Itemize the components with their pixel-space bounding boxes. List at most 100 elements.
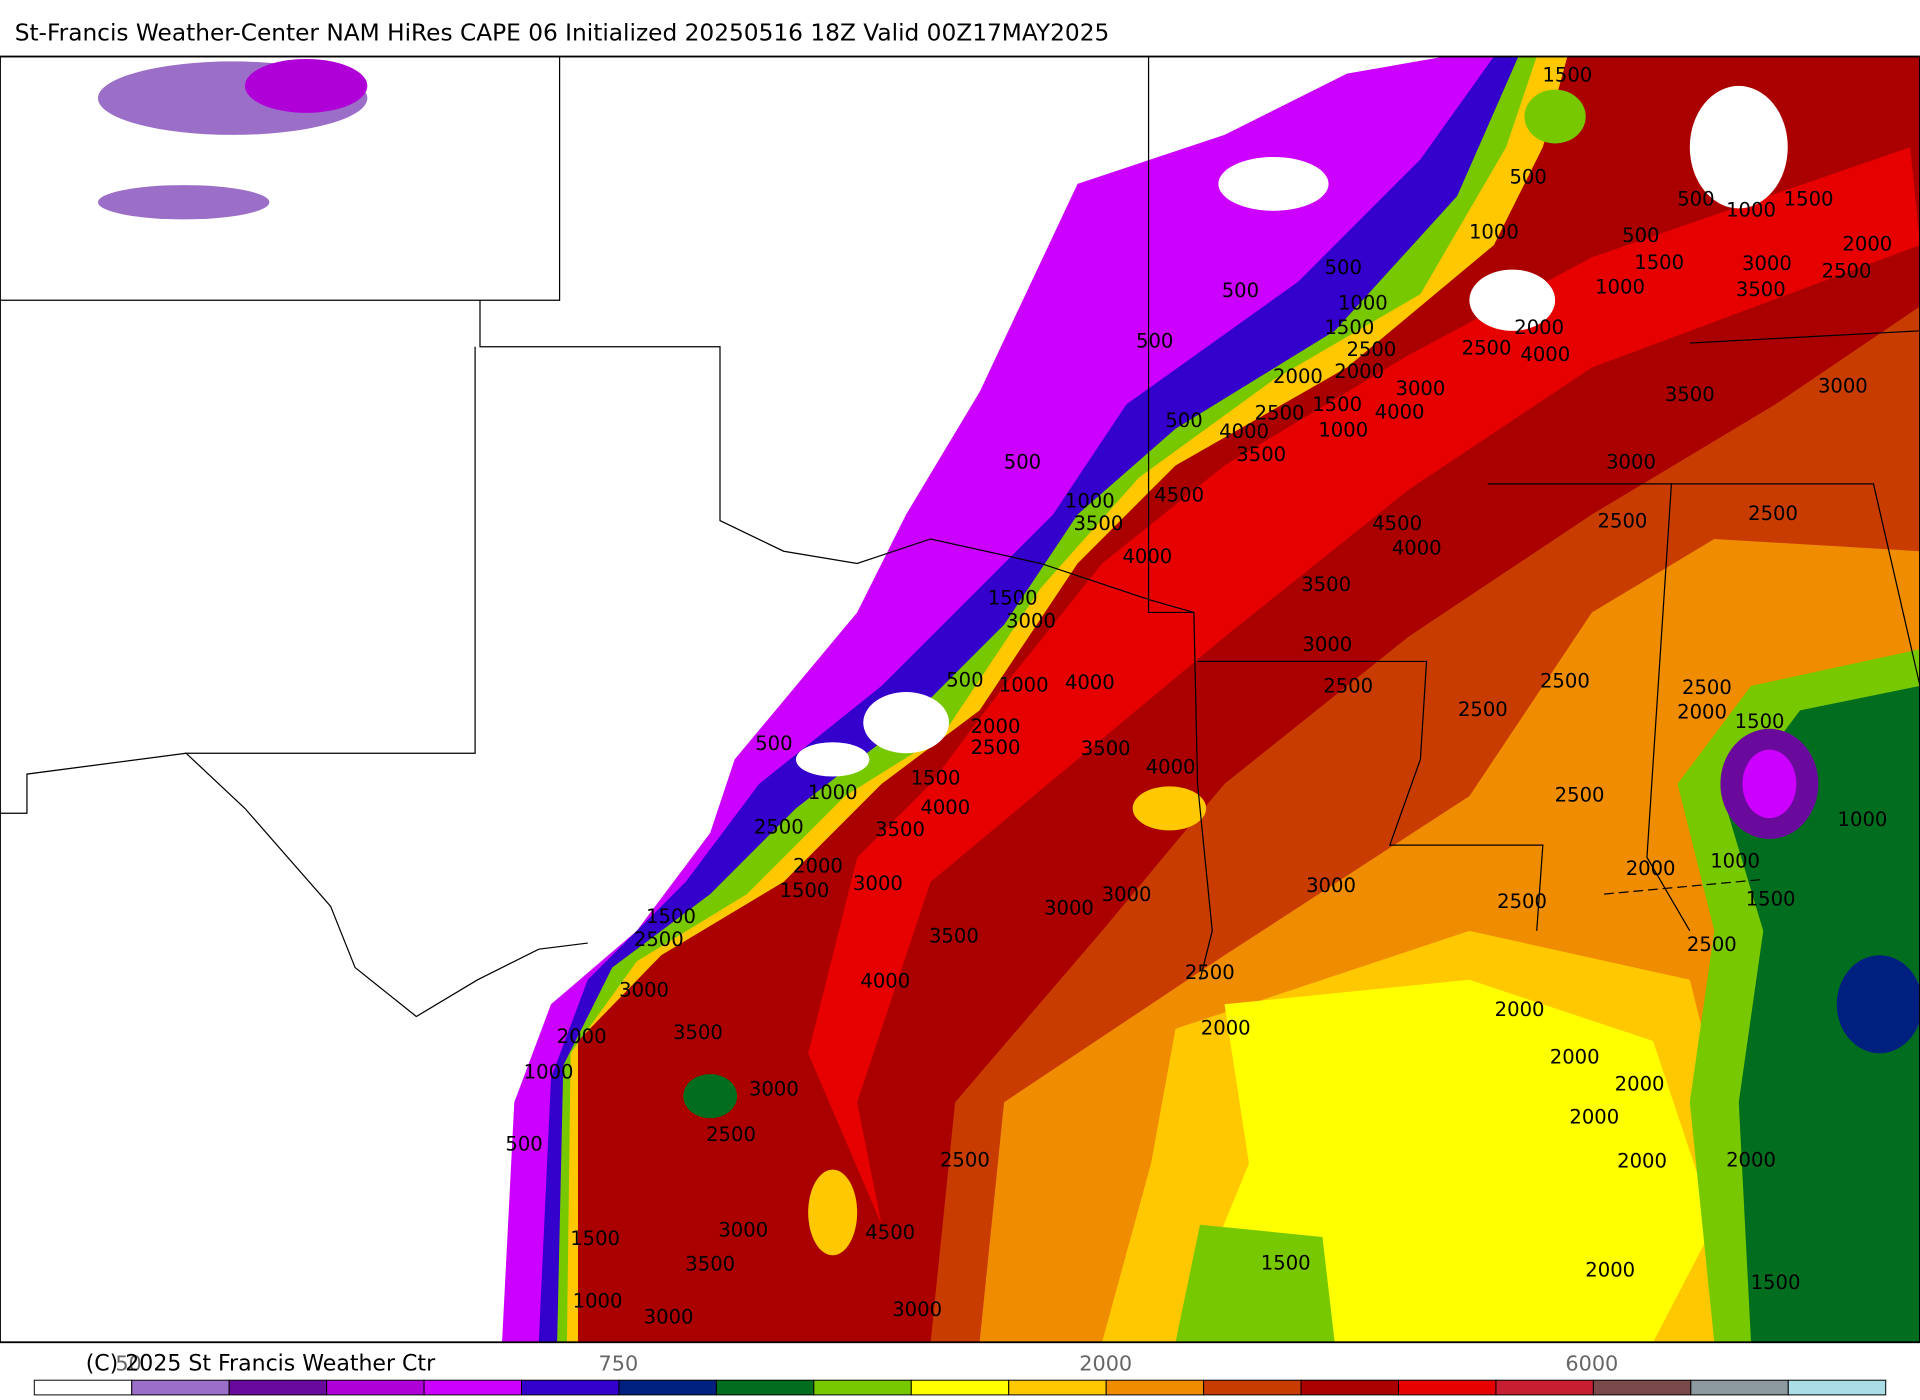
contour-label: 500: [1222, 279, 1259, 302]
contour-label: 1000: [573, 1289, 623, 1312]
colorbar-label: 2000: [1079, 1351, 1132, 1375]
contour-label: 3000: [1395, 377, 1445, 400]
contour-label: 3000: [1006, 610, 1056, 633]
contour-label: 1500: [570, 1227, 620, 1250]
contour-label: 1000: [808, 781, 858, 804]
contour-label: 2500: [971, 736, 1021, 759]
contour-label: 2000: [1615, 1073, 1665, 1096]
contour-label: 3000: [1102, 883, 1152, 906]
contour-label: 2500: [1540, 670, 1590, 693]
colorbar-swatch: [131, 1379, 230, 1396]
contour-label: 500: [1677, 187, 1714, 210]
contour-label: 2500: [1555, 784, 1605, 807]
colorbar-swatch: [618, 1379, 717, 1396]
contour-label: 3000: [1044, 896, 1094, 919]
contour-label: 2500: [1682, 676, 1732, 699]
contour-label: 3500: [1073, 512, 1123, 535]
contour-label: 4000: [1219, 420, 1269, 443]
contour-label: 4000: [1122, 545, 1172, 568]
contour-label: 1500: [646, 905, 696, 928]
contour-label: 2000: [971, 715, 1021, 738]
contour-label: 2500: [1687, 933, 1737, 956]
contour-label: 500: [1509, 165, 1546, 188]
contour-label: 3500: [929, 924, 979, 947]
contour-label: 3000: [892, 1298, 942, 1321]
contour-label: 2000: [1626, 857, 1676, 880]
contour-label: 2500: [1347, 338, 1397, 361]
no-cape: [1469, 269, 1556, 331]
map-area: 1500 500 1000 500 1500 1000 500 1500 2000 3000 250…: [0, 55, 1920, 1344]
colorbar-swatch: [228, 1379, 328, 1396]
contour-label: 3000: [1818, 375, 1868, 398]
contour-label: 2500: [754, 815, 804, 838]
colorbar-label: 50: [115, 1351, 141, 1375]
contour-label: 4000: [1375, 400, 1425, 423]
colorbar-swatch: [1300, 1379, 1399, 1396]
contour-label: 2500: [1497, 890, 1547, 913]
contour-label: 3000: [644, 1305, 694, 1328]
cape-patch: [1742, 749, 1797, 819]
contour-label: 2500: [1185, 961, 1235, 984]
colorbar-swatch: [33, 1379, 133, 1396]
contour-label: 4500: [1372, 512, 1422, 535]
cape-patch: [683, 1074, 738, 1119]
colorbar-swatch: [1495, 1379, 1594, 1396]
colorbar-swatch: [1105, 1379, 1205, 1396]
contour-label: 1500: [1312, 393, 1362, 416]
contour-label: 500: [1622, 224, 1659, 247]
contour-label: 500: [505, 1133, 542, 1156]
contour-label: 4000: [920, 796, 970, 819]
contour-label: 500: [1004, 451, 1041, 474]
contour-label: 1500: [1542, 64, 1592, 87]
contour-label: 2000: [557, 1025, 607, 1048]
contour-label: 2000: [1334, 360, 1384, 383]
cape-field: [808, 147, 1920, 1225]
contour-label: 2000: [1585, 1259, 1635, 1282]
contour-label: 3000: [1606, 451, 1656, 474]
map-frame: [0, 55, 1920, 1344]
state-line: [1604, 878, 1764, 895]
contour-label: 2000: [1550, 1046, 1600, 1069]
contour-label: 3000: [1302, 633, 1352, 656]
colorbar-swatch: [1787, 1379, 1887, 1396]
contour-label: 2000: [1842, 233, 1892, 256]
contour-labels: 1500 500 1000 500 1500 1000 500 1500 2000 3000 250…: [505, 64, 1892, 1329]
colorbar-swatch: [1203, 1379, 1302, 1396]
contour-label: 3000: [749, 1078, 799, 1101]
contour-label: 3000: [1742, 252, 1792, 275]
contour-label: 3500: [1081, 737, 1131, 760]
contour-label: 3500: [673, 1021, 723, 1044]
contour-label: 2000: [1201, 1016, 1251, 1039]
contour-label: 2000: [1569, 1106, 1619, 1129]
contour-label: 2500: [634, 928, 684, 951]
state-line: [1671, 483, 1920, 687]
boundaries: [0, 56, 1920, 1018]
colorbar: 50 750 2000 6000: [33, 1351, 1887, 1396]
contour-label: 2000: [1495, 998, 1545, 1021]
contour-label: 4500: [1154, 484, 1204, 507]
contour-label: 3500: [1301, 573, 1351, 596]
copyright: (C) 2025 St Francis Weather Ctr: [86, 1351, 436, 1376]
cape-patch: [97, 185, 270, 220]
state-line: [1147, 56, 1213, 980]
contour-label: 500: [1165, 409, 1202, 432]
colorbar-swatch: [1592, 1379, 1692, 1396]
contour-label: 1500: [911, 766, 961, 789]
no-cape: [863, 692, 949, 754]
colorbar-swatch: [715, 1379, 815, 1396]
colorbar-swatch: [1690, 1379, 1789, 1396]
contour-label: 3500: [1236, 443, 1286, 466]
contour-label: 2500: [1462, 337, 1512, 360]
state-line: [479, 300, 1195, 614]
contour-label: 1500: [1746, 888, 1796, 911]
contour-label: 1000: [1338, 291, 1388, 314]
contour-label: 2000: [1617, 1150, 1667, 1173]
state-line: [0, 752, 187, 814]
colorbar-swatch: [910, 1379, 1010, 1396]
contour-label: 4500: [865, 1221, 915, 1244]
contour-label: 3000: [1306, 874, 1356, 897]
contour-label: 2000: [793, 855, 843, 878]
contour-label: 2500: [1255, 402, 1305, 425]
